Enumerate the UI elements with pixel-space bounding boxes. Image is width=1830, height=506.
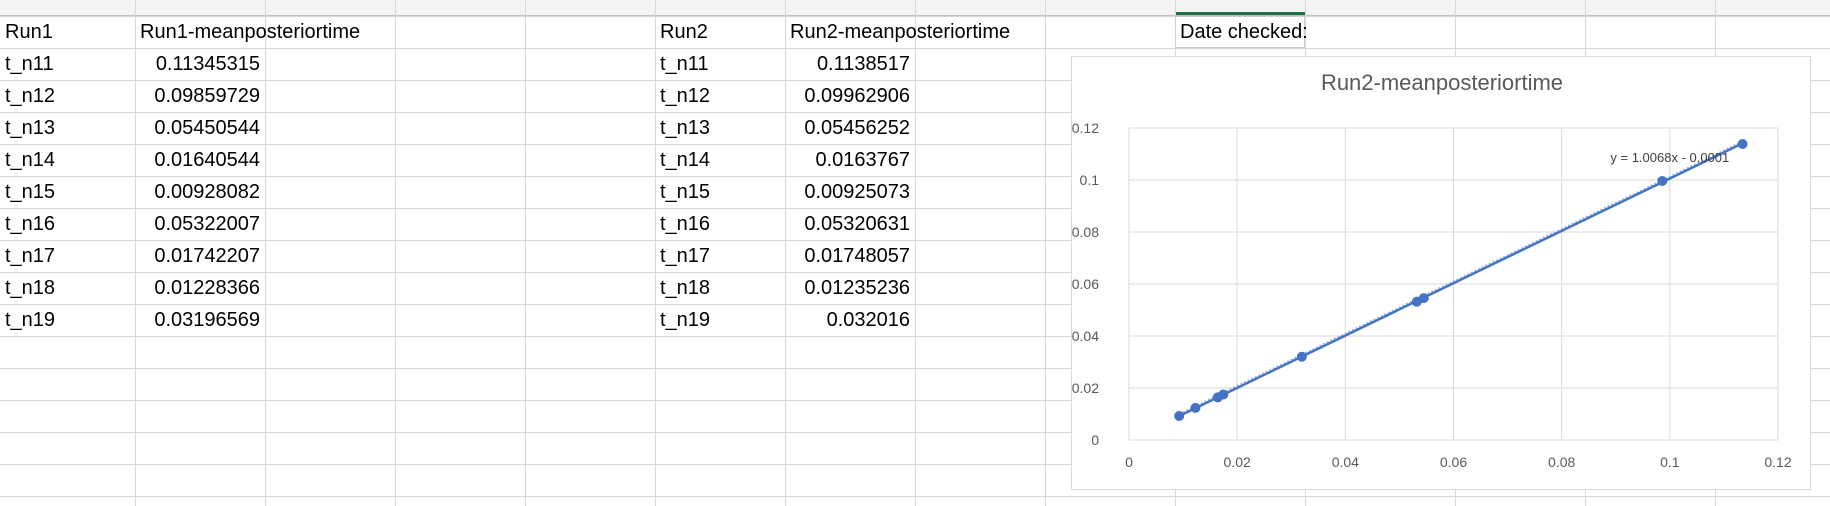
x-tick-label: 0.12: [1764, 454, 1791, 470]
run2-value-cell[interactable]: 0.1138517: [816, 53, 910, 75]
run2-label-cell[interactable]: t_n19: [660, 309, 711, 331]
run2-label-cell[interactable]: t_n13: [660, 117, 711, 139]
run2-label-cell[interactable]: t_n12: [660, 85, 711, 107]
run1-value-cell[interactable]: 0.09859729: [154, 85, 260, 107]
run1-label-cell[interactable]: t_n13: [5, 117, 56, 139]
y-tick-label: 0.02: [1072, 380, 1099, 396]
run2-label-cell[interactable]: t_n15: [660, 181, 711, 203]
x-tick-label: 0.02: [1224, 454, 1251, 470]
x-tick-label: 0.06: [1440, 454, 1467, 470]
run1-value-cell[interactable]: 0.03196569: [154, 309, 260, 331]
run2-label-cell[interactable]: t_n17: [660, 245, 711, 267]
data-point[interactable]: [1737, 138, 1748, 149]
data-point[interactable]: [1190, 402, 1201, 413]
run1-label-cell[interactable]: t_n15: [5, 181, 56, 203]
run2-value-cell[interactable]: 0.032016: [826, 309, 910, 331]
data-point[interactable]: [1657, 175, 1668, 186]
run1-value-cell[interactable]: 0.05322007: [154, 213, 260, 235]
run1-label-cell[interactable]: t_n12: [5, 85, 56, 107]
run1-label-cell[interactable]: t_n16: [5, 213, 56, 235]
data-point[interactable]: [1218, 389, 1229, 400]
run1-label-cell[interactable]: t_n14: [5, 149, 56, 171]
run2-label-cell[interactable]: t_n16: [660, 213, 711, 235]
run2-value-cell[interactable]: 0.01235236: [804, 277, 910, 299]
run1-label-cell[interactable]: t_n18: [5, 277, 56, 299]
run1-label-cell[interactable]: t_n17: [5, 245, 56, 267]
run1-value-cell[interactable]: 0.01742207: [154, 245, 260, 267]
y-tick-label: 0: [1091, 432, 1099, 448]
run2-label-cell[interactable]: t_n11: [660, 53, 709, 75]
data-point[interactable]: [1411, 296, 1422, 307]
run1-value-cell[interactable]: 0.05450544: [154, 117, 260, 139]
y-tick-label: 0.04: [1072, 328, 1099, 344]
header-cell-a[interactable]: Run1: [5, 21, 53, 43]
run2-value-cell[interactable]: 0.0163767: [815, 149, 910, 171]
run2-value-cell[interactable]: 0.09962906: [804, 85, 910, 107]
selected-column-indicator: [1175, 12, 1305, 15]
data-point[interactable]: [1296, 351, 1307, 362]
y-tick-label: 0.08: [1072, 224, 1099, 240]
header-cell-j[interactable]: Date checked:: [1175, 16, 1308, 48]
run2-value-cell[interactable]: 0.05320631: [804, 213, 910, 235]
run1-value-cell[interactable]: 0.00928082: [154, 181, 260, 203]
chart-plot-svg: Run2-meanposteriortime 0 0.02 0.04 0.06 0.08 0…: [1072, 70, 1792, 470]
run1-value-cell[interactable]: 0.01228366: [154, 277, 260, 299]
header-cell-g[interactable]: Run2-meanposteriortime: [790, 21, 1011, 43]
x-tick-label: 0.04: [1332, 454, 1359, 470]
run1-label-cell[interactable]: t_n19: [5, 309, 56, 331]
run1-value-cell[interactable]: 0.01640544: [154, 149, 260, 171]
chart-title: Run2-meanposteriortime: [1321, 70, 1563, 95]
x-tick-label: 0.08: [1548, 454, 1575, 470]
trendline-equation: y = 1.0068x - 0.0001: [1610, 150, 1729, 165]
x-tick-label: 0: [1125, 454, 1133, 470]
trendline-dotted: [1178, 140, 1743, 415]
run2-value-cell[interactable]: 0.05456252: [804, 117, 910, 139]
data-point[interactable]: [1174, 410, 1185, 421]
run2-value-cell[interactable]: 0.01748057: [804, 245, 910, 267]
scatter-chart[interactable]: Run2-meanposteriortime 0 0.02 0.04 0.06 0.08 0…: [1071, 56, 1811, 490]
run2-label-cell[interactable]: t_n14: [660, 149, 711, 171]
run1-label-cell[interactable]: t_n11: [5, 53, 54, 75]
x-tick-label: 0.1: [1660, 454, 1680, 470]
run2-value-cell[interactable]: 0.00925073: [804, 181, 910, 203]
header-cell-b[interactable]: Run1-meanposteriortime: [140, 21, 361, 43]
y-tick-label: 0.1: [1080, 172, 1100, 188]
run2-label-cell[interactable]: t_n18: [660, 277, 711, 299]
run1-value-cell[interactable]: 0.11345315: [155, 53, 260, 75]
y-tick-label: 0.12: [1072, 120, 1099, 136]
header-cell-f[interactable]: Run2: [660, 21, 708, 43]
trendline: [1178, 142, 1744, 418]
y-tick-label: 0.06: [1072, 276, 1099, 292]
